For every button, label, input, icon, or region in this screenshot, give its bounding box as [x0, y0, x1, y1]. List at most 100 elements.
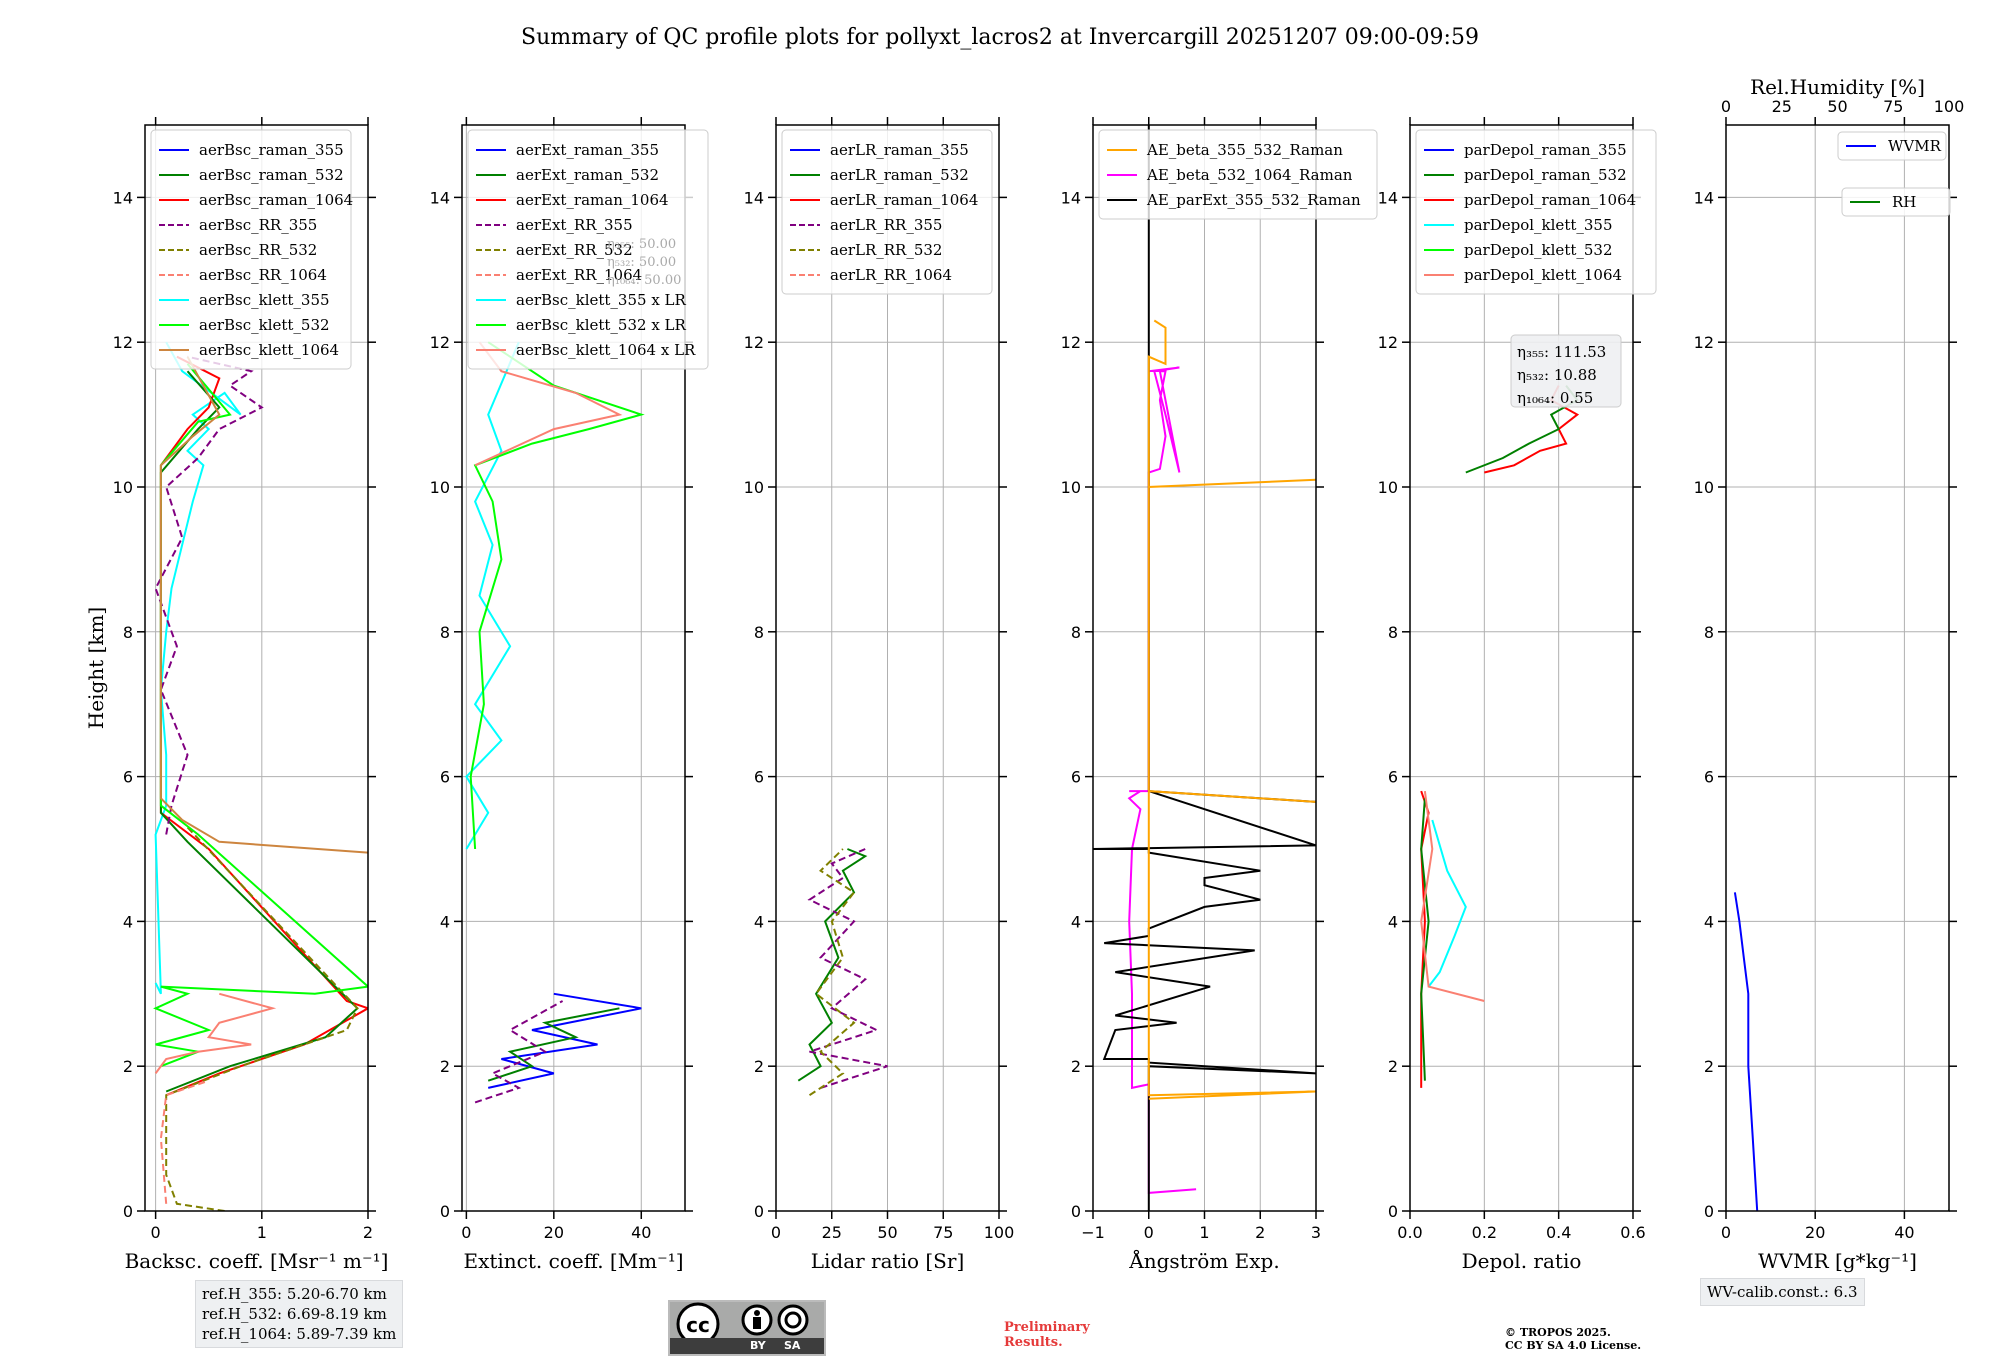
series-parDepol_klett_1064 [1420, 790, 1485, 1002]
series-group [1733, 892, 1949, 1211]
series-aerBsc_raman_532 [159, 370, 359, 1093]
y-tick-label: 0 [1388, 1202, 1398, 1221]
cc-sa-label: SA [784, 1339, 801, 1352]
x-tick-label: 50 [877, 1223, 897, 1242]
legend-box [1837, 131, 1947, 161]
eta-label: η₅₃₂: 10.88 [1517, 366, 1597, 384]
legend-label: aerLR_RR_532 [830, 241, 942, 259]
y-tick-label: 4 [1071, 912, 1081, 931]
legend-label: AE_parExt_355_532_Raman [1146, 191, 1361, 209]
y-tick-label: 4 [1704, 912, 1714, 931]
eta-label: η₃₅₅: 111.53 [1517, 343, 1606, 361]
y-tick-label: 8 [1388, 623, 1398, 642]
legend-label: parDepol_raman_355 [1464, 141, 1627, 159]
legend-label: RH [1892, 193, 1916, 211]
y-tick-label: 14 [430, 188, 450, 207]
axes-frame [144, 124, 369, 1212]
legend-box [150, 129, 352, 370]
series-aerExt_RR_355 [474, 1000, 564, 1104]
y-tick-label: 10 [1378, 478, 1398, 497]
y-tick-label: 4 [1388, 912, 1398, 931]
x-tick-label: 0 [1721, 1223, 1731, 1242]
series-aerExt_raman_355 [487, 992, 642, 1089]
y-tick-label: 2 [123, 1057, 133, 1076]
ref-h-532: ref.H_532: 6.69-8.19 km [202, 1305, 387, 1323]
y-tick-label: 12 [1061, 333, 1081, 352]
series-aerExt_raman_532 [487, 1007, 620, 1082]
y-tick-label: 4 [123, 912, 133, 931]
series-AE_beta_355_532_Raman [1147, 319, 1316, 1100]
legend-label: aerBsc_klett_532 [199, 316, 330, 334]
x-axis-label: Backsc. coeff. [Msr⁻¹ m⁻¹] [125, 1249, 389, 1273]
x-tick-label: 100 [984, 1223, 1015, 1242]
top-tick-label: 100 [1934, 97, 1965, 116]
y-tick-label: 14 [744, 188, 764, 207]
legend-label: aerBsc_RR_355 [199, 216, 317, 234]
preliminary-note: Preliminary Results. [1004, 1320, 1090, 1350]
figure-title: Summary of QC profile plots for pollyxt_… [521, 25, 1479, 50]
series-aerBsc_raman_1064 [159, 355, 368, 1097]
series-aerBsc_RR_355 [154, 355, 264, 835]
x-tick-label: 0.4 [1546, 1223, 1571, 1242]
series-aerBsc_klett_355 [154, 341, 242, 995]
legend-label: parDepol_klett_355 [1464, 216, 1613, 234]
legend-box [1098, 129, 1378, 220]
x-tick-label: 0 [771, 1223, 781, 1242]
x-tick-label: 75 [933, 1223, 953, 1242]
x-axis-label: Ångström Exp. [1128, 1248, 1279, 1273]
y-tick-label: 10 [1061, 478, 1081, 497]
top-tick-label: 50 [1827, 97, 1847, 116]
series-aerBsc_klett_1064 [159, 356, 368, 854]
legend-label: aerBsc_klett_532 x LR [516, 316, 687, 334]
legend-label: aerExt_raman_532 [516, 166, 659, 184]
lr-label: η₅₃₂: 50.00 [607, 255, 676, 270]
legend-label: aerExt_RR_532 [516, 241, 633, 259]
legend-label: aerBsc_raman_355 [199, 141, 344, 159]
wv-calib-const: WV-calib.const.: 6.3 [1707, 1283, 1858, 1301]
series-aerBsc_RR_532 [165, 826, 359, 1211]
ref-h-355: ref.H_355: 5.20-6.70 km [202, 1285, 387, 1303]
y-tick-label: 6 [754, 768, 764, 787]
y-tick-label: 14 [1378, 188, 1398, 207]
ref-h-1064: ref.H_1064: 5.89-7.39 km [202, 1325, 397, 1343]
y-tick-label: 0 [754, 1202, 764, 1221]
series-group [465, 341, 645, 1104]
x-tick-label: 0 [461, 1223, 471, 1242]
y-tick-label: 8 [1071, 623, 1081, 642]
axes-frame [461, 124, 686, 1212]
series-aerBsc_klett_1064_low [154, 992, 277, 1074]
series-aerBsc_klett_532 [153, 363, 368, 1068]
legend-box [781, 129, 993, 295]
series-aerBsc_RR_1064 [159, 1079, 210, 1204]
x-tick-label: 3 [1311, 1223, 1321, 1242]
y-tick-label: 12 [113, 333, 133, 352]
legend-label: aerBsc_klett_1064 [199, 341, 339, 359]
legend-label: aerBsc_RR_532 [199, 241, 317, 259]
y-tick-label: 14 [113, 188, 133, 207]
y-tick-label: 0 [123, 1202, 133, 1221]
legend-label: aerBsc_raman_532 [199, 166, 344, 184]
reference-height-box: ref.H_355: 5.20-6.70 km ref.H_532: 6.69-… [195, 1280, 404, 1348]
legend-label: aerBsc_klett_1064 x LR [516, 341, 696, 359]
y-tick-label: 2 [754, 1057, 764, 1076]
y-tick-label: 14 [1061, 188, 1081, 207]
legend-label: parDepol_raman_532 [1464, 166, 1627, 184]
y-tick-label: 12 [744, 333, 764, 352]
y-tick-label: 0 [1071, 1202, 1081, 1221]
legend-label: parDepol_klett_532 [1464, 241, 1613, 259]
x-tick-label: 40 [1894, 1223, 1914, 1242]
series-RH [1948, 1206, 1949, 1211]
axes-frame [1409, 124, 1634, 1212]
top-tick-label: 0 [1721, 97, 1731, 116]
legend-box [467, 129, 709, 370]
y-tick-label: 8 [754, 623, 764, 642]
y-tick-label: 2 [440, 1057, 450, 1076]
x-tick-label: −1 [1081, 1223, 1105, 1242]
legend-label: parDepol_raman_1064 [1464, 191, 1636, 209]
series-group [1093, 125, 1316, 1211]
legend-label: aerExt_RR_1064 [516, 266, 642, 284]
legend-label: AE_beta_355_532_Raman [1146, 141, 1343, 159]
x-axis-label: Lidar ratio [Sr] [811, 1249, 965, 1273]
legend-label: AE_beta_532_1064_Raman [1146, 166, 1353, 184]
